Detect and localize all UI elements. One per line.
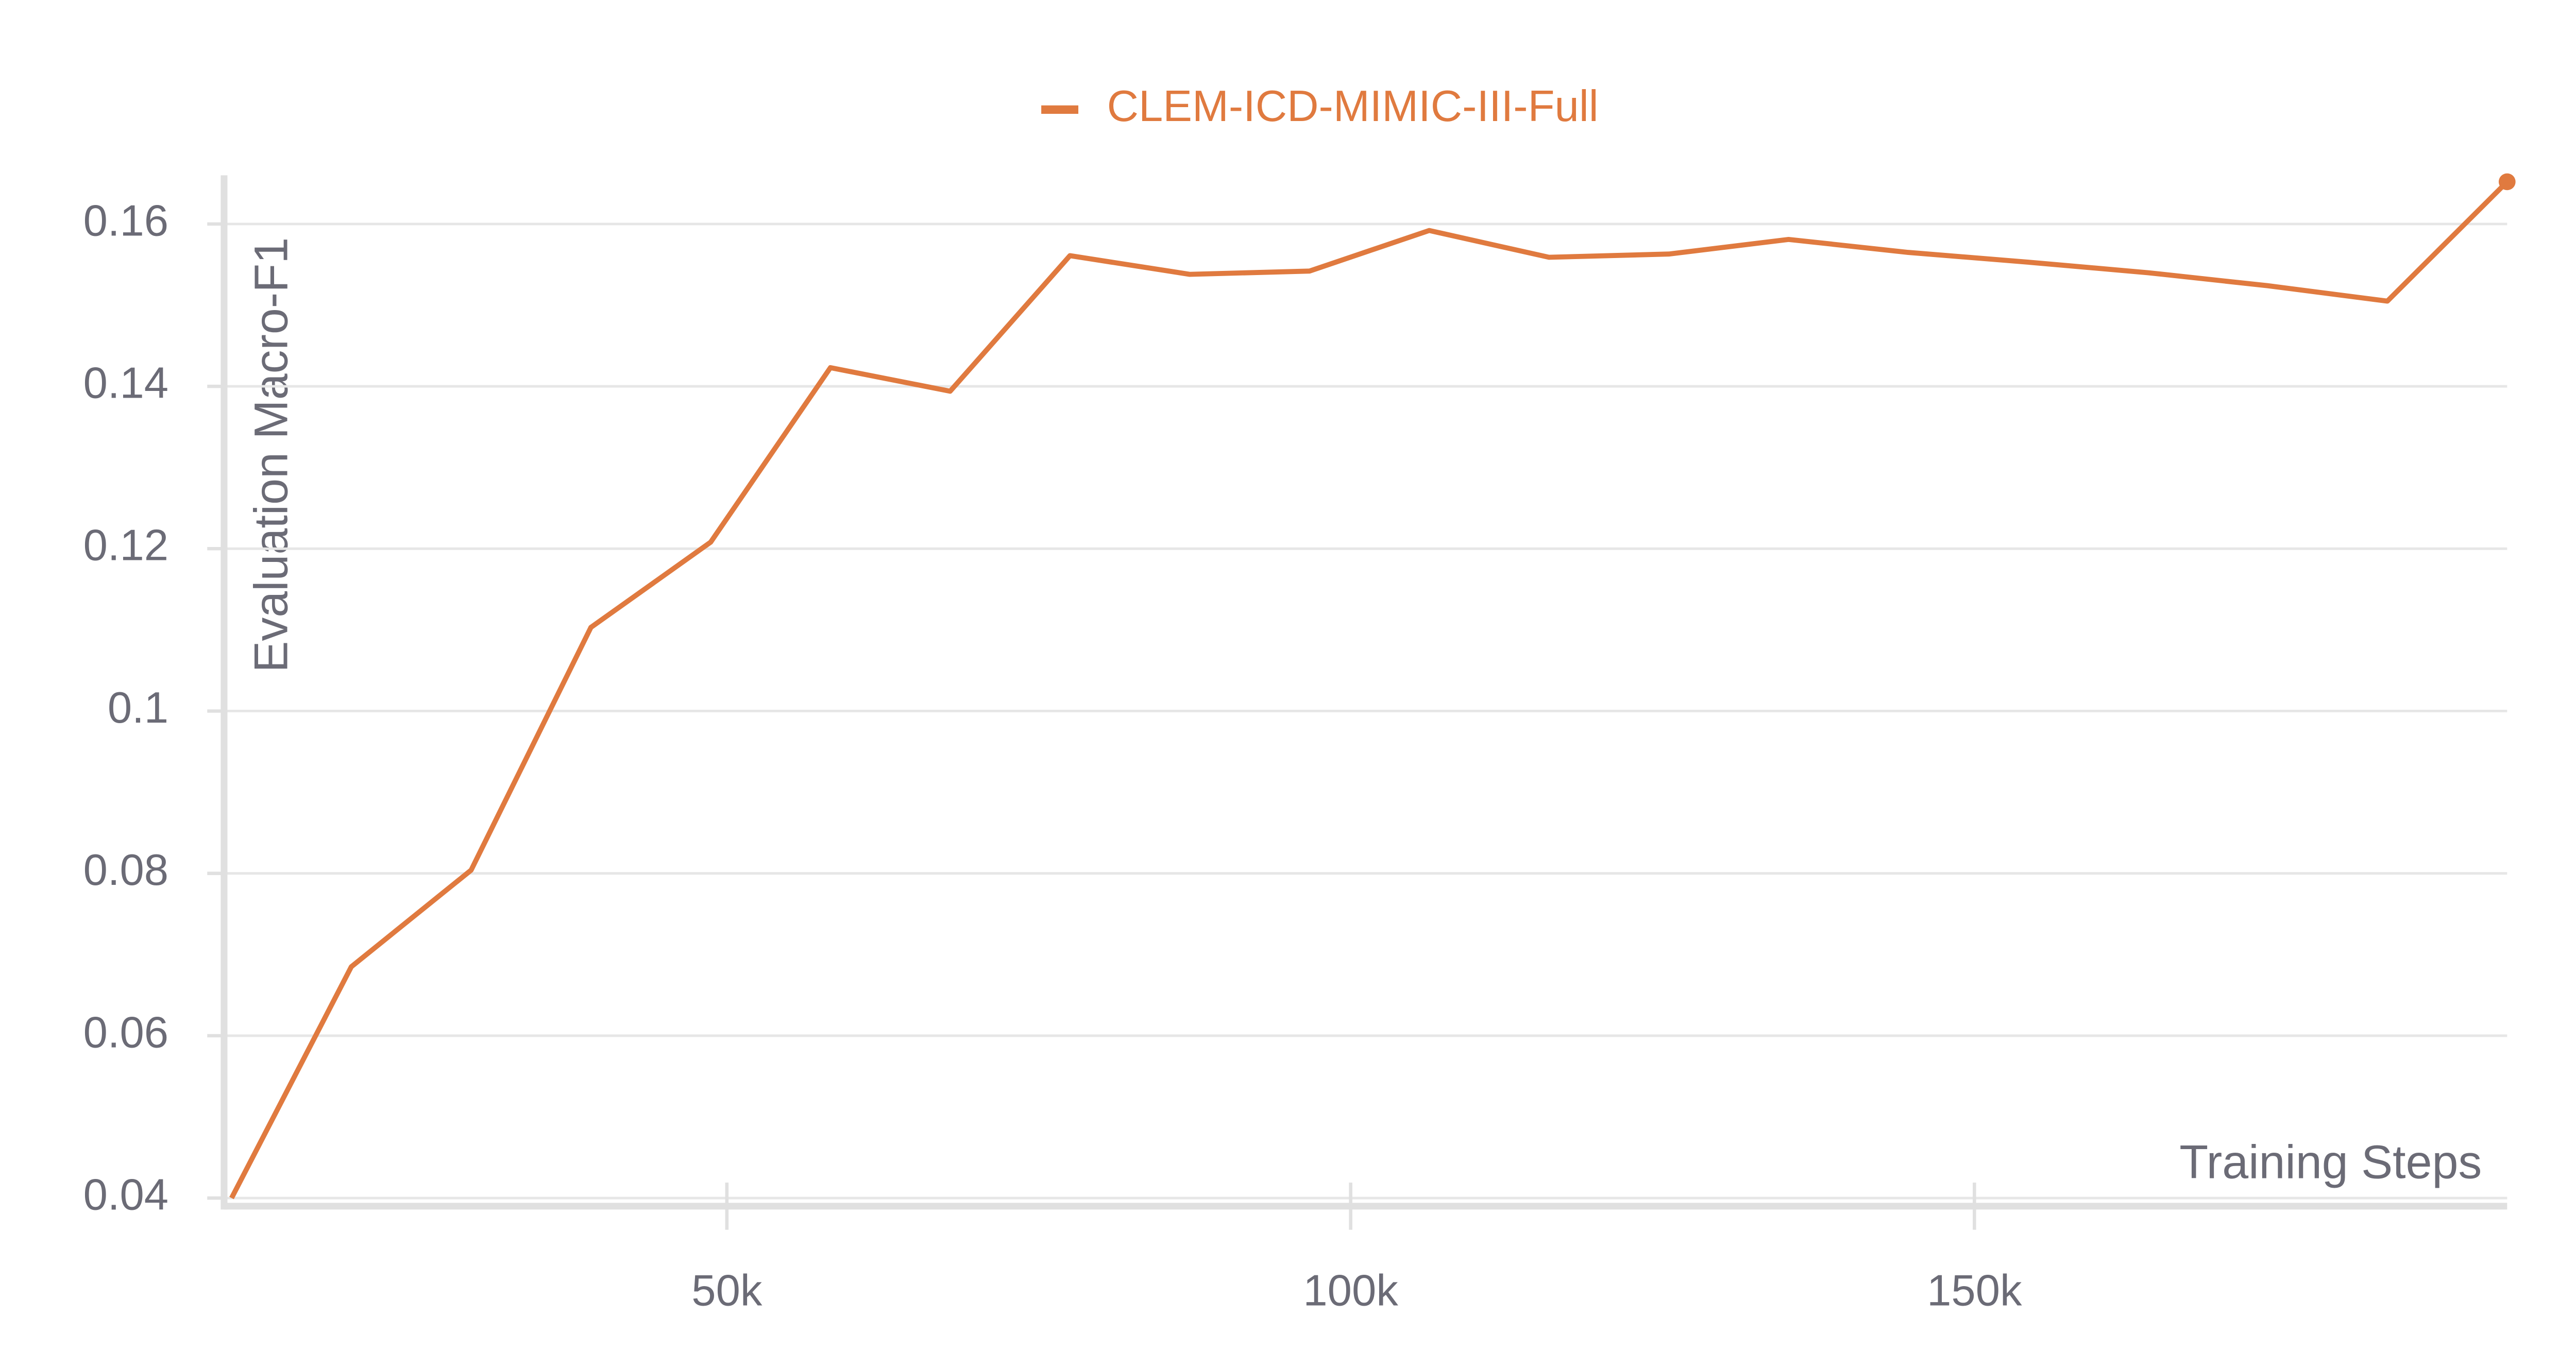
x-axis-label: Training Steps bbox=[2179, 1136, 2482, 1189]
x-tick-label: 50k bbox=[691, 1266, 762, 1315]
x-tick-label: 150k bbox=[1927, 1266, 2022, 1315]
y-tick-label: 0.08 bbox=[83, 846, 168, 895]
x-tick-label: 100k bbox=[1303, 1266, 1398, 1315]
y-tick-label: 0.16 bbox=[83, 196, 168, 245]
y-tick-label: 0.14 bbox=[83, 359, 168, 408]
y-tick-label: 0.12 bbox=[83, 521, 168, 570]
y-tick-label: 0.06 bbox=[83, 1008, 168, 1057]
legend-label: CLEM-ICD-MIMIC-III-Full bbox=[1107, 82, 1599, 131]
end-point bbox=[2498, 173, 2516, 191]
series-line bbox=[229, 180, 2509, 1200]
y-tick-label: 0.04 bbox=[83, 1171, 168, 1220]
y-axis-label: Evaluation Macro-F1 bbox=[245, 237, 297, 673]
plot: 0.04 0.06 0.08 0.1 0.12 0.14 0.16 50k 100k 150k CL… bbox=[83, 82, 2516, 1315]
y-tick-label: 0.1 bbox=[108, 683, 168, 732]
